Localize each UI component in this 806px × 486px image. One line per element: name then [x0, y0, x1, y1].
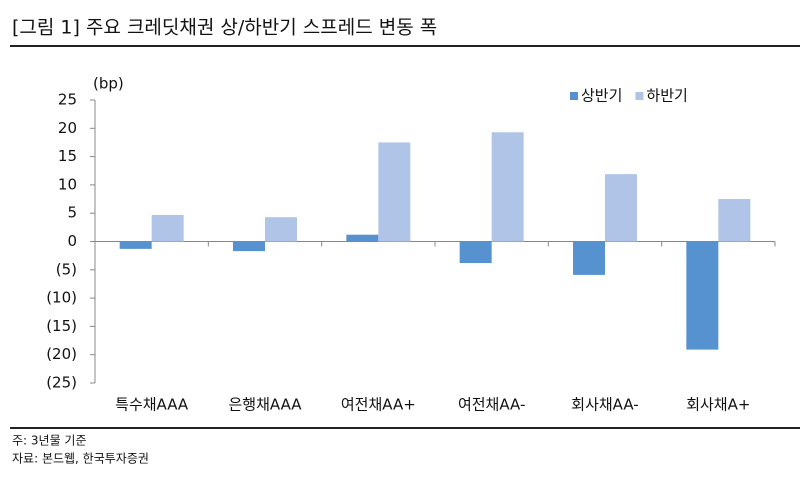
- y-tick-label: 25: [58, 91, 77, 109]
- bar: [151, 214, 184, 242]
- x-tick-label: 여전채AA-: [458, 396, 525, 414]
- bar: [491, 132, 524, 242]
- y-tick-label: 10: [58, 175, 77, 193]
- y-tick-label: 5: [67, 204, 77, 222]
- note: 자료: 본드웹, 한국투자증권: [12, 452, 149, 466]
- x-tick-label: 회사채A+: [686, 396, 750, 414]
- y-tick-label: (5): [56, 260, 77, 278]
- y-tick-label: (25): [46, 374, 77, 392]
- y-tick-label: 15: [58, 147, 77, 165]
- y-axis-unit: (bp): [93, 75, 124, 93]
- legend-label: 하반기: [646, 87, 687, 105]
- y-tick-label: (10): [46, 289, 77, 307]
- bar: [119, 241, 152, 249]
- bar: [459, 241, 492, 264]
- x-tick-label: 여전채AA+: [341, 396, 416, 414]
- bar: [573, 241, 605, 275]
- bar: [718, 199, 751, 242]
- legend-swatch: [635, 92, 644, 100]
- bar: [378, 142, 411, 242]
- note: 주: 3년물 기준: [12, 434, 87, 448]
- x-tick-label: 특수채AAA: [115, 396, 189, 414]
- bar: [265, 217, 297, 242]
- y-tick-label: 0: [67, 232, 77, 250]
- bar: [605, 174, 637, 242]
- x-tick-label: 은행채AAA: [228, 396, 302, 414]
- x-tick-label: 회사채AA-: [571, 396, 638, 414]
- y-tick-label: (15): [46, 317, 77, 335]
- y-tick-label: (20): [46, 345, 77, 363]
- legend-swatch: [570, 92, 578, 100]
- chart-title: [그림 1] 주요 크레딧채권 상/하반기 스프레드 변동 폭: [12, 17, 437, 39]
- bar: [233, 241, 265, 252]
- bar: [346, 234, 379, 242]
- y-tick-label: 20: [58, 119, 77, 137]
- bar: [686, 241, 719, 350]
- legend-label: 상반기: [581, 87, 622, 105]
